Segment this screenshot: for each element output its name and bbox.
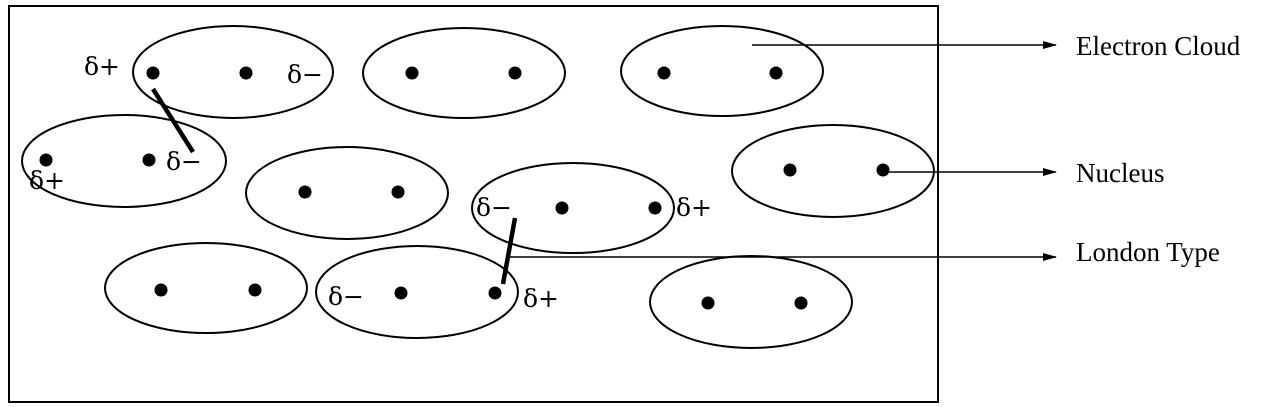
electron-cloud-label: Electron Cloud	[1076, 31, 1241, 61]
nucleus-dot	[142, 153, 156, 167]
molecule-9	[315, 245, 519, 339]
nucleus-dot	[391, 185, 405, 199]
partial-negative-label: δ−	[166, 147, 202, 176]
nucleus-dot	[794, 296, 808, 310]
nucleus-dot	[769, 66, 783, 80]
nucleus-dot	[298, 185, 312, 199]
nucleus-dot	[555, 201, 569, 215]
partial-positive-label: δ+	[84, 52, 120, 81]
nucleus-dot	[239, 66, 253, 80]
electron-cloud	[731, 124, 935, 218]
molecule-7	[731, 124, 935, 218]
nucleus-dot	[701, 296, 715, 310]
electron-cloud	[315, 245, 519, 339]
nucleus-label: Nucleus	[1076, 158, 1164, 188]
electron-cloud	[21, 114, 227, 208]
electron-cloud	[104, 242, 308, 334]
electron-cloud	[245, 146, 449, 240]
nucleus-dot	[783, 163, 797, 177]
london-type-label: London Type	[1076, 237, 1220, 267]
electron-cloud	[132, 25, 334, 119]
nucleus-dot	[508, 66, 522, 80]
nucleus-dot	[394, 286, 408, 300]
electron-cloud	[362, 27, 566, 119]
partial-negative-label: δ−	[476, 193, 512, 222]
partial-negative-label: δ−	[328, 282, 364, 311]
partial-positive-label: δ+	[29, 166, 65, 195]
nucleus-dot	[405, 66, 419, 80]
nucleus-dot	[146, 66, 160, 80]
molecule-3	[620, 25, 824, 117]
molecule-6	[471, 162, 675, 254]
nucleus-dot	[648, 201, 662, 215]
london-bond	[500, 217, 518, 285]
molecule-2	[362, 27, 566, 119]
nucleus-dot	[876, 163, 890, 177]
partial-negative-label: δ−	[287, 60, 323, 89]
london-bond	[151, 87, 195, 154]
partial-positive-label: δ+	[523, 284, 559, 313]
molecule-8	[104, 242, 308, 334]
nucleus-dot	[154, 283, 168, 297]
partial-positive-label: δ+	[676, 193, 712, 222]
nucleus-dot	[657, 66, 671, 80]
electron-cloud	[649, 255, 853, 349]
molecule-4	[21, 114, 227, 208]
electron-cloud	[471, 162, 675, 254]
nucleus-dot	[488, 286, 502, 300]
molecule-5	[245, 146, 449, 240]
nucleus-dot	[248, 283, 262, 297]
electron-cloud	[620, 25, 824, 117]
molecule-10	[649, 255, 853, 349]
container-frame	[8, 5, 939, 403]
molecule-1	[132, 25, 334, 119]
nucleus-dot	[39, 153, 53, 167]
